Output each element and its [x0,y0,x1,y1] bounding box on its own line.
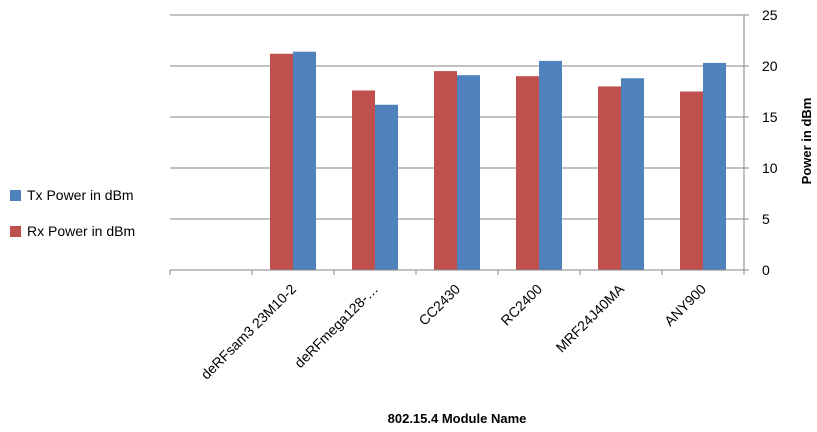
y-tick-label: 25 [762,7,778,23]
x-tick-label: RC2400 [497,281,545,329]
x-tick-label: ANY900 [661,281,709,329]
legend-label: Tx Power in dBm [27,187,134,203]
x-axis-title: 802.15.4 Module Name [388,411,527,426]
y-tick-label: 20 [762,58,778,74]
x-tick-label: deRFsam3 23M10-2 [198,281,300,383]
y-tick-label: 10 [762,160,778,176]
bar [457,75,480,271]
bar [293,51,316,270]
bar [621,78,644,271]
bar [375,104,398,270]
bar [516,76,539,270]
bars [270,51,726,271]
bar [352,90,375,270]
y-axis-title: Power in dBm [799,98,814,185]
axes [169,14,749,275]
bar [680,91,703,270]
legend-swatch [10,190,21,201]
x-tick-label: MRF24J40MA [553,280,628,355]
bar [598,86,621,271]
x-tick-label: deRFmega128-… [291,281,381,371]
legend-label: Rx Power in dBm [27,223,135,239]
bar [703,62,726,270]
bar [270,53,293,271]
y-tick-label: 0 [762,262,770,278]
bar [434,71,457,270]
y-tick-labels: 0 5 10 15 20 25 [762,7,778,278]
y-tick-label: 5 [762,211,770,227]
legend-swatch [10,226,21,237]
y-tick-label: 15 [762,109,778,125]
bar [539,60,562,271]
x-tick-label: CC2430 [415,281,463,329]
legend: Tx Power in dBm Rx Power in dBm [10,187,135,239]
